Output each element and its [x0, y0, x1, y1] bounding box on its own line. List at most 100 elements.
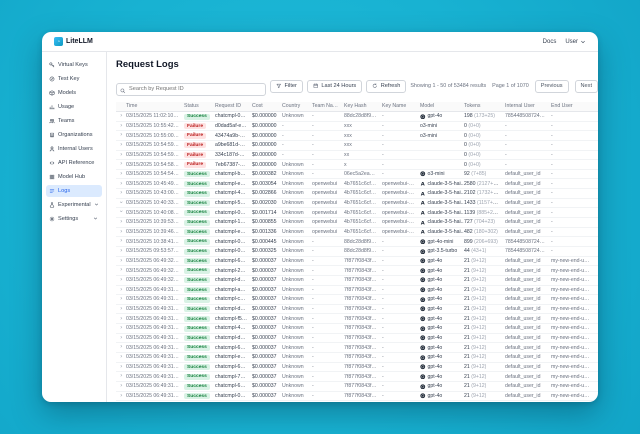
cell-request-id[interactable]: chatcmpl-da61...	[215, 306, 252, 313]
row-expand-chevron[interactable]	[116, 248, 126, 255]
cell-internal-user: default_user_id	[505, 277, 541, 284]
user-menu[interactable]: User	[565, 39, 586, 45]
next-page-button[interactable]: Next	[574, 79, 598, 93]
row-expand-chevron[interactable]	[116, 296, 126, 303]
row-expand-chevron[interactable]	[116, 171, 126, 178]
row-expand-chevron[interactable]	[116, 181, 126, 188]
cell-time: 03/15/2025 10:43:00 AM	[126, 190, 183, 197]
sidebar-item-test-key[interactable]: Test Key	[46, 73, 102, 85]
cell-request-id[interactable]: chatcmpl-6cc7...	[215, 363, 252, 370]
row-expand-chevron[interactable]	[116, 383, 126, 390]
cell-key-name: -	[382, 363, 384, 370]
cell-request-id[interactable]: chatcmpl-6147...	[215, 383, 252, 390]
row-expand-chevron[interactable]	[116, 209, 126, 216]
row-expand-chevron[interactable]	[116, 219, 126, 226]
cell-request-id[interactable]: chatcmpl-2d8f...	[215, 267, 252, 274]
date-range-button[interactable]: Last 24 Hours	[306, 79, 363, 93]
row-expand-chevron[interactable]	[116, 142, 126, 149]
row-expand-chevron[interactable]	[116, 161, 126, 168]
row-expand-chevron[interactable]	[116, 354, 126, 361]
cell-request-id[interactable]: chatcmpl-cd3b...	[215, 296, 252, 303]
cell-end-user: -	[551, 229, 553, 235]
cell-time: 03/15/2025 06:49:32 AM	[126, 257, 183, 264]
cell-request-id[interactable]: d0dad5af-eb08...	[215, 122, 252, 129]
cell-request-id[interactable]: chatcmpl-d52a...	[215, 277, 252, 284]
search-input[interactable]	[116, 82, 266, 96]
cell-request-id[interactable]: chatcmpl-eaa6...	[215, 229, 252, 235]
previous-page-button[interactable]: Previous	[534, 79, 569, 93]
cell-request-id[interactable]: chatcmpl-43e9...	[215, 325, 252, 332]
cell-status: Success	[184, 335, 215, 342]
row-expand-chevron[interactable]	[116, 190, 126, 197]
cell-request-id[interactable]: chatcmpl-77e1...	[215, 373, 252, 380]
cell-internal-user: 7854485087248...	[505, 113, 547, 120]
row-expand-chevron[interactable]	[116, 152, 126, 159]
cell-country: -	[282, 122, 284, 129]
row-expand-chevron[interactable]	[116, 316, 126, 323]
cell-request-id[interactable]: chatcmpl-f5e7...	[215, 315, 252, 322]
sidebar-item-models[interactable]: Models	[46, 87, 102, 99]
row-expand-chevron[interactable]	[116, 258, 126, 265]
refresh-button[interactable]: Refresh	[366, 79, 407, 93]
cell-internal-user: default_user_id	[505, 200, 541, 207]
cell-tokens: 2580 (2127+453)	[464, 180, 504, 187]
sidebar-item-model-hub[interactable]: Model Hub	[46, 171, 102, 183]
sidebar-item-usage[interactable]: Usage	[46, 101, 102, 113]
sidebar-item-experimental[interactable]: Experimental	[46, 199, 102, 211]
cell-country: Unknown	[282, 267, 304, 274]
cell-request-id[interactable]: chatcmpl-5898...	[215, 200, 252, 207]
cell-request-id[interactable]: 334c187d-4b4e...	[215, 151, 252, 158]
sidebar-item-teams[interactable]: Teams	[46, 115, 102, 127]
row-expand-chevron[interactable]	[116, 277, 126, 284]
cell-request-id[interactable]: 7eb67387-bcc2...	[215, 161, 252, 168]
status-badge: Success	[184, 258, 210, 265]
row-expand-chevron[interactable]	[116, 364, 126, 371]
cell-request-id[interactable]: 43474a9b-3186...	[215, 132, 252, 139]
cell-request-id[interactable]: a9be681d-b8b8...	[215, 142, 252, 149]
row-expand-chevron[interactable]	[116, 267, 126, 274]
filter-button[interactable]: Filter	[269, 79, 303, 93]
cell-request-id[interactable]: chatcmpl-b87e...	[215, 171, 252, 178]
cell-request-id[interactable]: chatcmpl-00f1...	[215, 238, 252, 245]
cell-request-id[interactable]: chatcmpl-0007...	[215, 113, 252, 120]
cell-model: gpt-4o	[420, 113, 464, 119]
cell-time: 03/15/2025 10:55:42 AM	[126, 122, 183, 129]
row-expand-chevron[interactable]	[116, 373, 126, 380]
cell-request-id[interactable]: chatcmpl-083a...	[215, 209, 252, 216]
row-expand-chevron[interactable]	[116, 200, 126, 207]
docs-link[interactable]: Docs	[542, 38, 557, 45]
cell-time: 03/15/2025 10:40:33 AM	[126, 200, 183, 207]
row-expand-chevron[interactable]	[116, 123, 126, 130]
sidebar-item-api-reference[interactable]: API Reference	[46, 157, 102, 169]
cell-request-id[interactable]: chatcmpl-6db7...	[215, 257, 252, 264]
sidebar-item-internal-users[interactable]: Internal Users	[46, 143, 102, 155]
cell-request-id[interactable]: chatcmpl-00f3...	[215, 248, 252, 255]
row-expand-chevron[interactable]	[116, 113, 126, 120]
row-expand-chevron[interactable]	[116, 306, 126, 313]
openai-icon	[420, 113, 426, 120]
cell-internal-user: -	[505, 122, 507, 129]
sidebar-item-organizations[interactable]: Organizations	[46, 129, 102, 141]
cell-request-id[interactable]: chatcmpl-4177...	[215, 190, 252, 197]
cell-country: Unknown	[282, 306, 304, 313]
row-expand-chevron[interactable]	[116, 287, 126, 294]
sidebar-item-settings[interactable]: Settings	[46, 213, 102, 225]
cell-request-id[interactable]: chatcmpl-6ed8...	[215, 344, 252, 351]
row-expand-chevron[interactable]	[116, 229, 126, 236]
row-expand-chevron[interactable]	[116, 325, 126, 332]
cell-request-id[interactable]: chatcmpl-a007...	[215, 286, 252, 293]
row-expand-chevron[interactable]	[116, 132, 126, 139]
sidebar-item-virtual-keys[interactable]: Virtual Keys	[46, 59, 102, 71]
table-row: 03/15/2025 06:49:31 AM Success chatcmpl-…	[116, 334, 598, 344]
cell-request-id[interactable]: chatcmpl-ebbe...	[215, 180, 252, 187]
cell-key-name: -	[382, 257, 384, 264]
sidebar-item-logs[interactable]: Logs	[46, 185, 102, 197]
row-expand-chevron[interactable]	[116, 344, 126, 351]
row-expand-chevron[interactable]	[116, 238, 126, 245]
cell-request-id[interactable]: chatcmpl-e891...	[215, 354, 252, 361]
cell-request-id[interactable]: chatcmpl-0968...	[215, 392, 252, 399]
cell-request-id[interactable]: chatcmpl-1748...	[215, 219, 252, 226]
row-expand-chevron[interactable]	[116, 393, 126, 400]
row-expand-chevron[interactable]	[116, 335, 126, 342]
cell-request-id[interactable]: chatcmpl-d865...	[215, 335, 252, 342]
